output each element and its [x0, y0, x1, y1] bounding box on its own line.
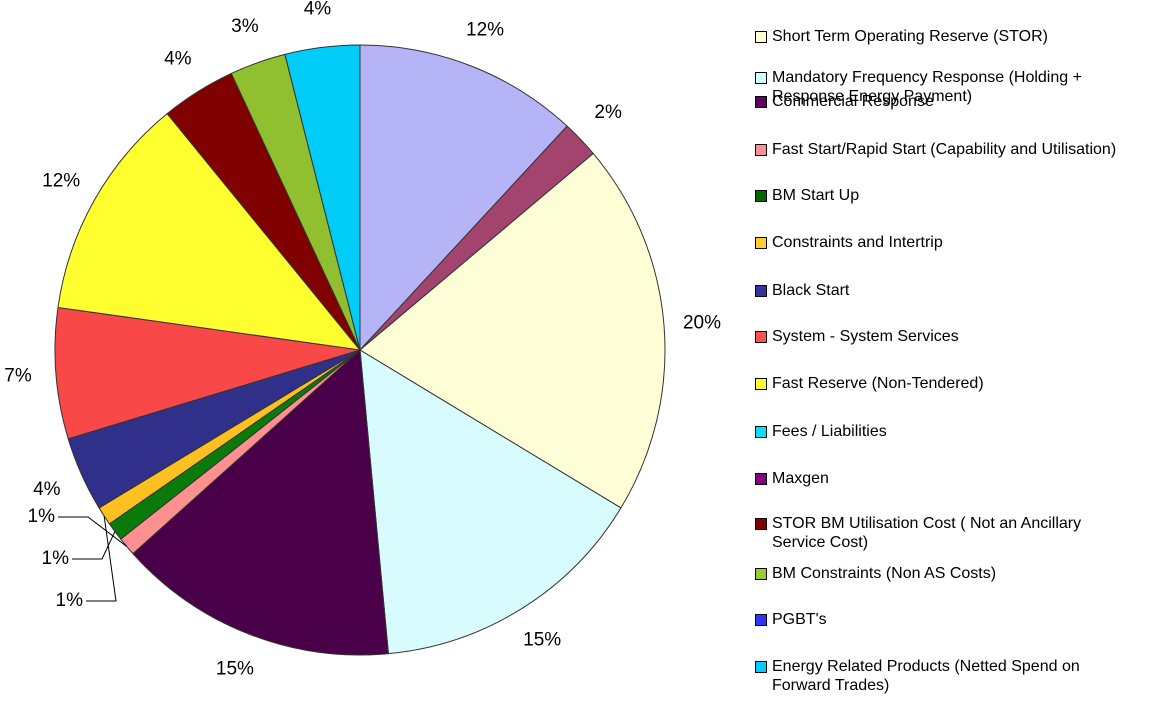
legend-swatch	[755, 661, 767, 673]
pie-slice	[57, 112, 362, 351]
legend-label: BM Constraints (Non AS Costs)	[772, 565, 997, 582]
legend-entry: BM Start Up	[755, 186, 1125, 205]
data-label: 4%	[33, 479, 61, 500]
legend-entry: PGBT's	[755, 610, 1125, 629]
legend-entry: Black Start	[755, 281, 1125, 300]
legend-swatch	[755, 285, 767, 297]
legend-label: Short Term Operating Reserve (STOR)	[772, 28, 1048, 45]
legend-swatch	[755, 31, 767, 43]
legend-swatch	[755, 72, 767, 84]
data-label: 4%	[164, 48, 192, 69]
data-label: 20%	[683, 312, 721, 333]
legend-label: Mandatory Frequency Response (Holding + …	[772, 69, 1082, 105]
legend-label: Maxgen	[772, 470, 829, 487]
legend-label: Fees / Liabilities	[772, 423, 887, 440]
leader-line	[86, 515, 117, 602]
data-label: 1%	[28, 506, 56, 527]
legend-label: Fast Start/Rapid Start (Capability and U…	[772, 141, 1117, 158]
data-label: 2%	[594, 102, 622, 123]
legend-entry: Maxgen	[755, 469, 1125, 488]
legend-swatch	[755, 190, 767, 202]
data-label: 12%	[466, 20, 504, 41]
legend-label: Constraints and Intertrip	[772, 234, 943, 251]
pie-slice	[284, 44, 361, 351]
legend-label: PGBT's	[772, 611, 827, 628]
legend-swatch	[755, 614, 767, 626]
legend-swatch	[755, 518, 767, 530]
pie-slice	[54, 306, 361, 440]
legend-label: BM Start Up	[772, 187, 860, 204]
legend-swatch	[755, 237, 767, 249]
legend-label: Fast Reserve (Non-Tendered)	[772, 375, 984, 392]
legend-swatch	[755, 378, 767, 390]
legend-label: Black Start	[772, 282, 850, 299]
legend-entry: Mandatory Frequency Response (Holding + …	[755, 68, 1125, 106]
legend-swatch	[755, 144, 767, 156]
data-label: 15%	[523, 630, 561, 651]
legend-label: Energy Related Products (Netted Spend on…	[772, 658, 1080, 694]
legend-entry: Fast Start/Rapid Start (Capability and U…	[755, 140, 1125, 159]
legend-label: System - System Services	[772, 328, 959, 345]
legend-swatch	[755, 331, 767, 343]
legend-label: Commercial Response	[772, 93, 934, 110]
legend-swatch	[755, 568, 767, 580]
legend-entry: BM Constraints (Non AS Costs)	[755, 564, 1125, 583]
legend-swatch	[755, 96, 767, 108]
pie-slice	[359, 349, 622, 655]
leader-line	[72, 531, 116, 560]
data-label: 4%	[304, 0, 332, 20]
pie-slice	[359, 44, 568, 352]
data-label: 3%	[231, 16, 259, 37]
legend-entry: Short Term Operating Reserve (STOR)	[755, 27, 1125, 46]
chart: 12% 2% 20% 15% 15% 1% 1% 1% 4% 7% 12% 4% 3% 4%	[4, 0, 721, 679]
data-label: 7%	[4, 366, 32, 387]
legend-entry: Commercial Response	[755, 92, 1125, 111]
pie-slice	[359, 152, 666, 509]
legend-entry: Fast Reserve (Non-Tendered)	[755, 374, 1125, 393]
legend-entry: Energy Related Products (Netted Spend on…	[755, 657, 1125, 695]
legend-entry: STOR BM Utilisation Cost ( Not an Ancill…	[755, 514, 1125, 552]
data-label: 15%	[216, 658, 254, 679]
legend-entry: Fees / Liabilities	[755, 422, 1125, 441]
legend-entry: Constraints and Intertrip	[755, 233, 1125, 252]
legend-label: STOR BM Utilisation Cost ( Not an Ancill…	[772, 515, 1082, 551]
legend-entry: System - System Services	[755, 327, 1125, 346]
legend-swatch	[755, 426, 767, 438]
data-label: 1%	[42, 548, 70, 569]
leader-line	[58, 516, 127, 547]
data-label: 1%	[56, 590, 84, 611]
pie-slice	[132, 348, 389, 656]
legend-swatch	[755, 473, 767, 485]
data-label: 12%	[42, 171, 80, 192]
